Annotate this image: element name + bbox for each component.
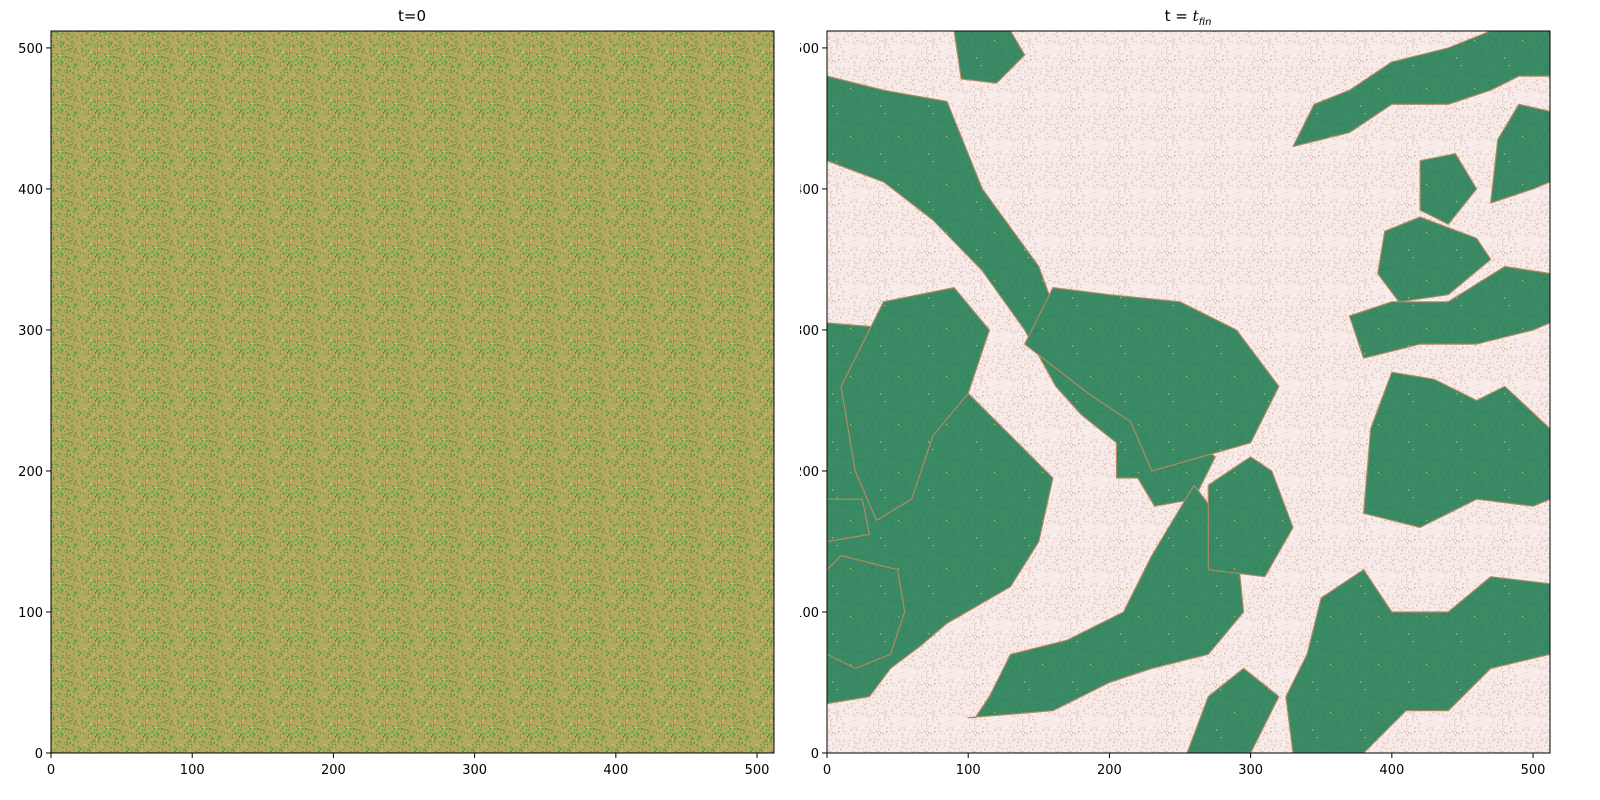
left-field	[51, 31, 774, 753]
left-ytick-label: 0	[35, 747, 43, 762]
left-xtick-label: 500	[745, 763, 770, 778]
right-xtick-label: 0	[823, 763, 831, 778]
right-ytick-label: 500	[800, 42, 819, 57]
left-ytick-label: 100	[18, 606, 43, 621]
right-xtick-label: 200	[1097, 763, 1122, 778]
left-xtick-label: 300	[462, 763, 487, 778]
left-ytick-label: 400	[18, 183, 43, 198]
left-xtick-label: 400	[603, 763, 628, 778]
right-heatmap: 0 100 200 300 400 500 0 100 200 300 400 500	[800, 0, 1600, 800]
left-panel: t=0 0 100 200 300 400 500 0 100 200 300 400 500	[0, 0, 800, 800]
left-xtick-label: 0	[47, 763, 55, 778]
left-ytick-label: 200	[18, 465, 43, 480]
right-xtick-label: 100	[956, 763, 981, 778]
green-domain-4	[827, 499, 869, 541]
right-panel: t = tfin 0100200300400500010020030040050…	[800, 0, 1600, 800]
left-xtick-label: 100	[180, 763, 205, 778]
left-ytick-label: 300	[18, 324, 43, 339]
right-xtick-label: 400	[1379, 763, 1404, 778]
left-heatmap: 0 100 200 300 400 500 0 100 200 300 400 500	[0, 0, 800, 800]
right-ytick-label: 100	[800, 606, 819, 621]
right-ytick-label: 300	[800, 324, 819, 339]
right-ytick-label: 400	[800, 183, 819, 198]
right-ytick-label: 200	[800, 465, 819, 480]
right-xtick-label: 500	[1521, 763, 1546, 778]
left-xtick-label: 200	[321, 763, 346, 778]
left-ytick-label: 500	[18, 42, 43, 57]
right-xtick-label: 300	[1238, 763, 1263, 778]
right-ytick-label: 0	[811, 747, 819, 762]
